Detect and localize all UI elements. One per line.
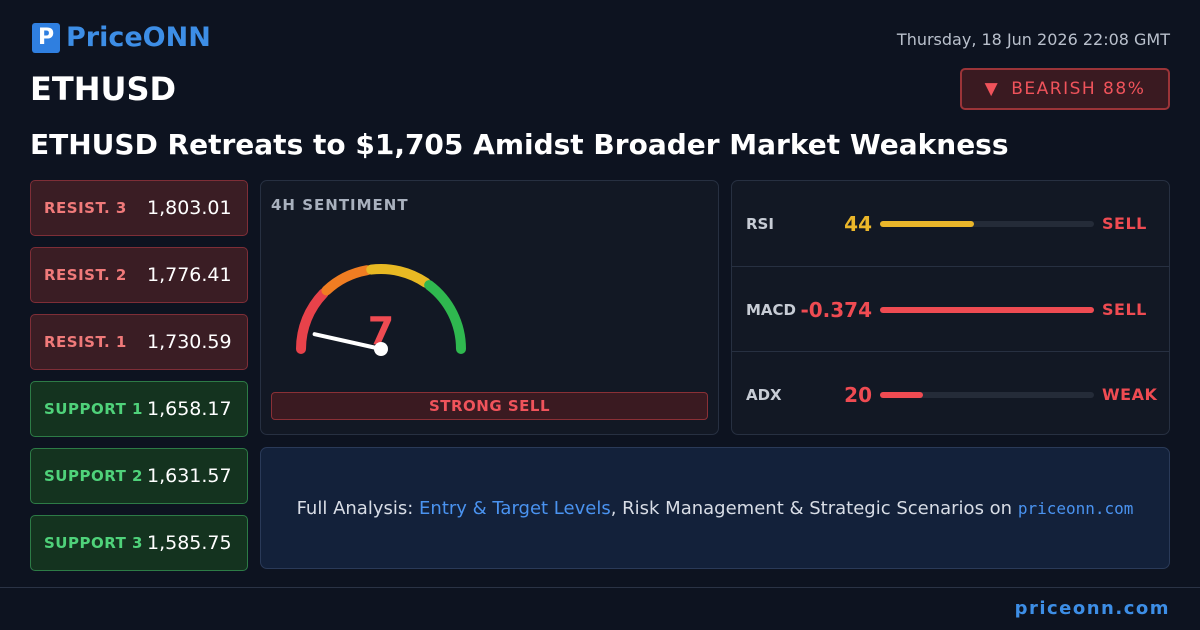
footer-site[interactable]: priceonn.com	[1014, 598, 1170, 619]
level-value: 1,803.01	[147, 197, 232, 219]
logo-text: PriceONN	[66, 22, 211, 53]
gauge-arc	[366, 264, 431, 288]
panel-title: 4H SENTIMENT	[271, 196, 409, 214]
indicator-track	[880, 306, 1094, 313]
banner-link[interactable]: Entry & Target Levels	[419, 497, 611, 519]
banner-site[interactable]: priceonn.com	[1017, 498, 1134, 518]
indicator-bar	[880, 220, 975, 227]
logo-icon: P	[32, 22, 60, 53]
logo[interactable]: P PriceONN	[32, 22, 211, 53]
level-label: SUPPORT 1	[44, 400, 143, 418]
indicator-track	[880, 220, 1094, 227]
banner-text: , Risk Management & Strategic Scenarios …	[610, 497, 1013, 519]
datetime: Thursday, 18 Jun 2026 22:08 GMT	[896, 30, 1170, 49]
bearish-badge: ▼ BEARISH 88%	[960, 68, 1170, 110]
level-box: RESIST. 3 1,803.01	[30, 180, 248, 236]
banner-lead: Full Analysis:	[296, 497, 414, 519]
indicators-panel: RSI 44 SELL MACD -0.374 SELL ADX 20 WEAK	[731, 180, 1170, 435]
level-box: RESIST. 1 1,730.59	[30, 314, 248, 370]
down-arrow: ▼	[984, 79, 1000, 99]
needle-hub	[374, 342, 388, 356]
level-label: RESIST. 2	[44, 266, 127, 284]
level-box: RESIST. 2 1,776.41	[30, 247, 248, 303]
level-label: RESIST. 1	[44, 333, 127, 351]
level-box: SUPPORT 3 1,585.75	[30, 515, 248, 571]
sentiment-panel: 4H SENTIMENT 7 STRONG SELL	[260, 180, 719, 435]
divider	[0, 587, 1200, 588]
indicator-row: MACD -0.374 SELL	[732, 266, 1169, 352]
indicator-signal: SELL	[1102, 214, 1147, 233]
verdict: STRONG SELL	[271, 392, 708, 420]
badge-text: BEARISH 88%	[1011, 79, 1146, 99]
level-label: SUPPORT 3	[44, 534, 143, 552]
cta-banner[interactable]: Full Analysis: Entry & Target Levels, Ri…	[260, 447, 1170, 569]
level-value: 1,730.59	[147, 331, 232, 353]
gauge-arc	[296, 288, 329, 354]
level-value: 1,585.75	[147, 532, 232, 554]
level-value: 1,658.17	[147, 398, 232, 420]
indicator-name: ADX	[746, 385, 782, 404]
indicator-value: 44	[844, 211, 872, 236]
level-value: 1,776.41	[147, 264, 232, 286]
gauge-arc	[321, 265, 373, 296]
indicator-track	[880, 391, 1094, 398]
gauge: 7	[296, 264, 466, 356]
gauge-arc	[424, 280, 466, 354]
indicator-bar	[880, 391, 923, 398]
headline: ETHUSD Retreats to $1,705 Amidst Broader…	[30, 128, 1009, 161]
indicator-row: RSI 44 SELL	[732, 181, 1169, 266]
indicator-value: 20	[844, 382, 872, 407]
indicator-signal: SELL	[1102, 300, 1147, 319]
indicator-value: -0.374	[800, 297, 872, 322]
level-value: 1,631.57	[147, 465, 232, 487]
indicator-row: ADX 20 WEAK	[732, 351, 1169, 437]
indicator-signal: WEAK	[1102, 385, 1158, 404]
indicator-name: RSI	[746, 214, 774, 233]
level-label: RESIST. 3	[44, 199, 127, 217]
level-box: SUPPORT 2 1,631.57	[30, 448, 248, 504]
indicator-bar	[880, 306, 1094, 313]
gauge-needle	[312, 332, 383, 351]
level-label: SUPPORT 2	[44, 467, 143, 485]
symbol: ETHUSD	[30, 70, 177, 108]
level-box: SUPPORT 1 1,658.17	[30, 381, 248, 437]
indicator-name: MACD	[746, 300, 796, 319]
